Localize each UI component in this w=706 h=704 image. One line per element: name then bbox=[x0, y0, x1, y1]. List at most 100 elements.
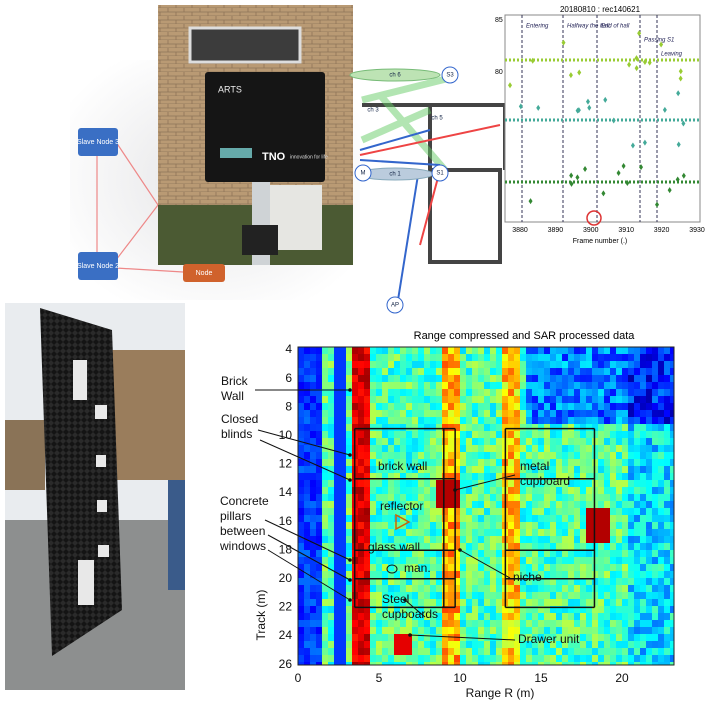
heat-cell bbox=[598, 354, 604, 361]
heat-cell bbox=[472, 578, 478, 585]
heat-cell bbox=[310, 431, 316, 438]
heat-cell bbox=[646, 438, 652, 445]
heat-cell bbox=[550, 529, 556, 536]
heat-cell bbox=[334, 459, 340, 466]
heat-cell bbox=[448, 641, 454, 648]
heat-cell bbox=[484, 620, 490, 627]
heat-cell bbox=[424, 634, 430, 641]
heat-cell bbox=[466, 466, 472, 473]
heat-cell bbox=[460, 410, 466, 417]
y-tick-label: 4 bbox=[285, 342, 292, 356]
heat-cell bbox=[496, 445, 502, 452]
heat-cell bbox=[634, 438, 640, 445]
arrow-head bbox=[348, 478, 352, 482]
heat-cell bbox=[628, 620, 634, 627]
heat-cell bbox=[310, 417, 316, 424]
heat-cell bbox=[406, 487, 412, 494]
heat-cell bbox=[442, 459, 448, 466]
heat-cell bbox=[562, 466, 568, 473]
heat-cell bbox=[538, 438, 544, 445]
heat-cell bbox=[424, 480, 430, 487]
heat-cell bbox=[502, 361, 508, 368]
heat-cell bbox=[640, 473, 646, 480]
heat-cell bbox=[562, 417, 568, 424]
heat-cell bbox=[574, 543, 580, 550]
heat-cell bbox=[658, 382, 664, 389]
heat-cell bbox=[586, 431, 592, 438]
heat-cell bbox=[328, 571, 334, 578]
heat-cell bbox=[340, 634, 346, 641]
heat-cell bbox=[532, 522, 538, 529]
heat-cell bbox=[616, 543, 622, 550]
heat-cell bbox=[484, 592, 490, 599]
heat-cell bbox=[640, 466, 646, 473]
heat-cell bbox=[346, 494, 352, 501]
heat-cell bbox=[448, 347, 454, 354]
heat-cell bbox=[604, 480, 610, 487]
heat-cell bbox=[526, 417, 532, 424]
heat-cell bbox=[322, 410, 328, 417]
heat-cell bbox=[448, 487, 454, 494]
heat-cell bbox=[382, 480, 388, 487]
heat-cell bbox=[514, 613, 520, 620]
heat-cell bbox=[658, 452, 664, 459]
heat-cell bbox=[430, 571, 436, 578]
heat-cell bbox=[394, 417, 400, 424]
heat-cell bbox=[490, 487, 496, 494]
heat-cell bbox=[598, 417, 604, 424]
heat-cell bbox=[496, 620, 502, 627]
heat-cell bbox=[364, 354, 370, 361]
heat-cell bbox=[562, 613, 568, 620]
heat-cell bbox=[412, 347, 418, 354]
heat-cell bbox=[388, 424, 394, 431]
heat-cell bbox=[580, 501, 586, 508]
y-tick-label: 6 bbox=[285, 371, 292, 385]
heat-cell bbox=[376, 571, 382, 578]
x-axis-label: Range R (m) bbox=[466, 686, 535, 700]
heat-cell bbox=[334, 522, 340, 529]
heat-cell bbox=[610, 578, 616, 585]
heat-cell bbox=[484, 445, 490, 452]
heat-cell bbox=[646, 522, 652, 529]
heat-cell bbox=[298, 361, 304, 368]
heat-cell bbox=[490, 382, 496, 389]
heat-cell bbox=[472, 627, 478, 634]
heat-cell bbox=[316, 368, 322, 375]
heat-cell bbox=[664, 347, 670, 354]
heat-cell bbox=[460, 403, 466, 410]
heat-cell bbox=[556, 536, 562, 543]
heat-cell bbox=[628, 543, 634, 550]
heat-cell bbox=[328, 634, 334, 641]
heat-cell bbox=[394, 641, 400, 648]
heat-cell bbox=[400, 382, 406, 389]
heat-cell bbox=[568, 620, 574, 627]
heat-cell bbox=[358, 494, 364, 501]
heat-cell bbox=[508, 445, 514, 452]
heat-cell bbox=[526, 347, 532, 354]
heat-cell bbox=[466, 655, 472, 662]
heat-cell bbox=[664, 410, 670, 417]
heat-cell bbox=[628, 501, 634, 508]
heat-cell bbox=[532, 648, 538, 655]
heat-cell bbox=[328, 648, 334, 655]
heat-cell bbox=[436, 599, 442, 606]
heat-cell bbox=[622, 557, 628, 564]
heat-cell bbox=[550, 438, 556, 445]
heat-cell bbox=[460, 592, 466, 599]
heat-cell bbox=[658, 354, 664, 361]
heat-cell bbox=[610, 522, 616, 529]
heat-cell bbox=[472, 473, 478, 480]
heat-cell bbox=[580, 368, 586, 375]
heat-cell bbox=[586, 557, 592, 564]
heat-cell bbox=[328, 627, 334, 634]
heat-cell bbox=[436, 634, 442, 641]
heat-cell bbox=[388, 480, 394, 487]
x-tick-label: 3890 bbox=[548, 227, 564, 234]
heat-cell bbox=[340, 529, 346, 536]
heat-cell bbox=[394, 396, 400, 403]
heat-cell bbox=[484, 466, 490, 473]
heat-cell bbox=[322, 452, 328, 459]
heat-cell bbox=[466, 347, 472, 354]
heat-cell bbox=[652, 487, 658, 494]
heat-cell bbox=[670, 396, 674, 403]
